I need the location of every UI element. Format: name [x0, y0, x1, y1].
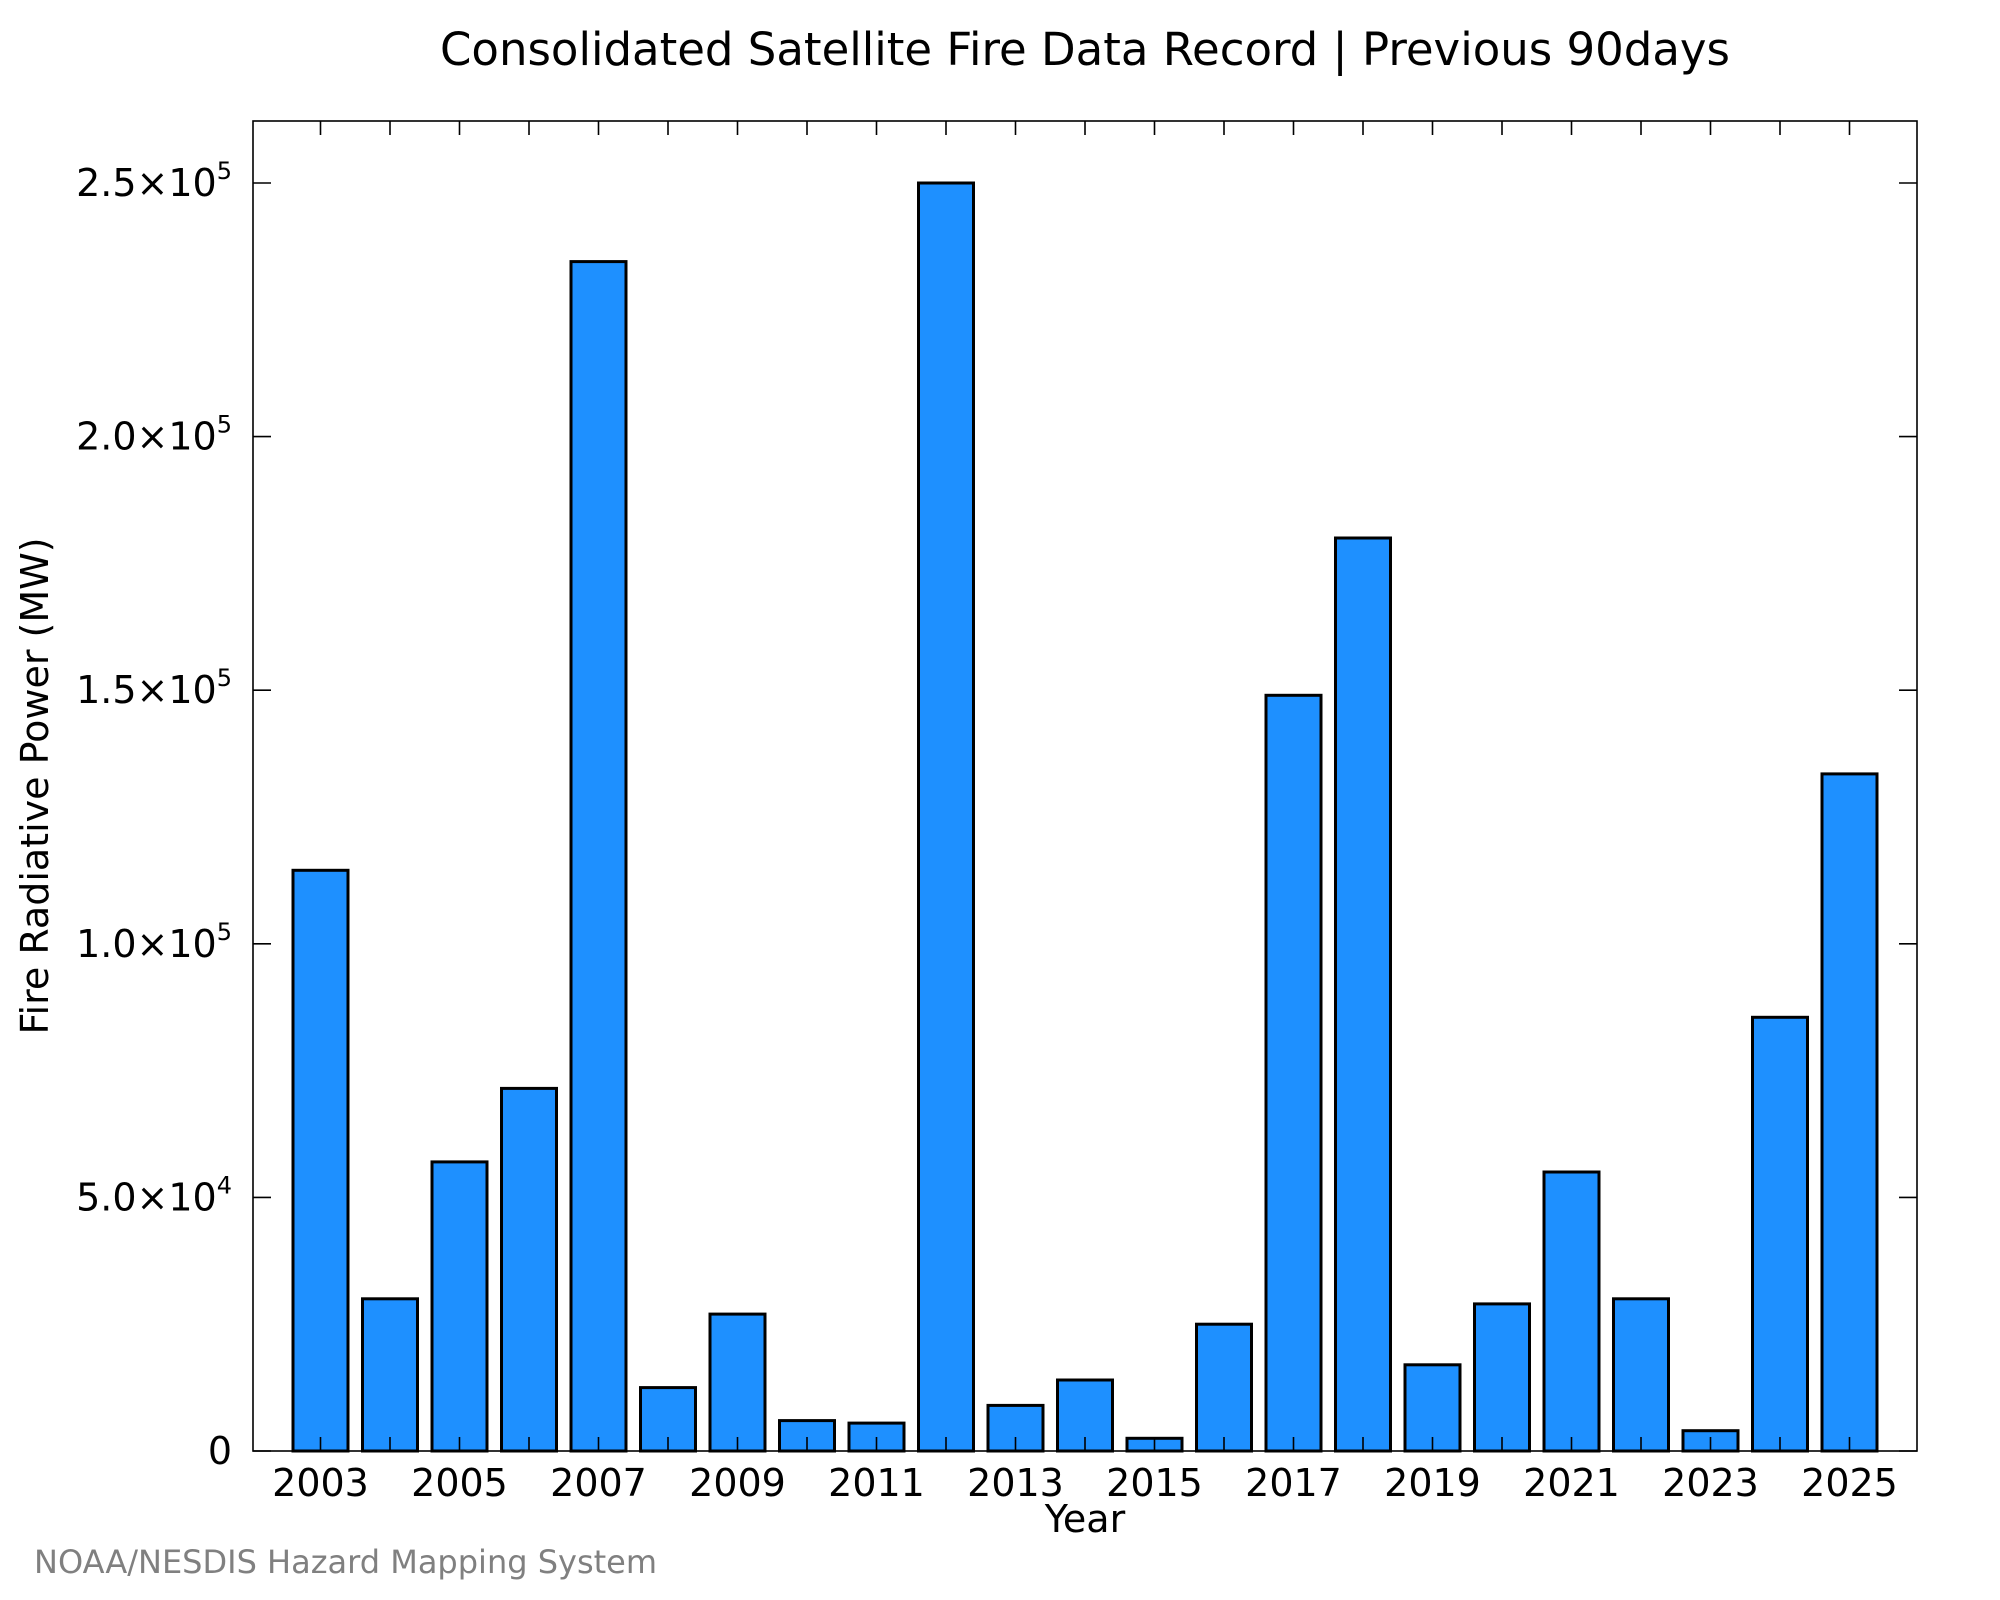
x-tick-label-2005: 2005: [411, 1461, 508, 1505]
y-tick-label-50000: 5.0×104: [76, 1171, 232, 1219]
x-axis-label: Year: [1044, 1497, 1126, 1541]
bar-2004: [361, 1297, 419, 1453]
x-tick-label-2013: 2013: [967, 1461, 1064, 1505]
x-tick-label-2007: 2007: [550, 1461, 647, 1505]
bar-2006: [500, 1086, 558, 1453]
y-tick-label-250000: 2.5×105: [76, 157, 232, 205]
x-tick-label-2017: 2017: [1245, 1461, 1342, 1505]
y-tick-label-200000: 2.0×105: [76, 411, 232, 459]
bar-2003: [291, 868, 350, 1453]
bar-2005: [430, 1160, 489, 1453]
y-tick-label-0: 0: [208, 1429, 232, 1473]
chart-title: Consolidated Satellite Fire Data Record …: [440, 23, 1730, 76]
bar-2021: [1542, 1170, 1601, 1453]
bar-2025: [1820, 772, 1879, 1453]
x-tick-label-2023: 2023: [1662, 1461, 1759, 1505]
plot-frame: [252, 120, 1918, 1452]
bar-2017: [1264, 693, 1323, 1453]
ticks-group: [253, 121, 1917, 1452]
bar-2018: [1334, 536, 1392, 1453]
bar-2012: [917, 181, 975, 1453]
x-tick-label-2025: 2025: [1801, 1461, 1898, 1505]
bar-2022: [1612, 1297, 1670, 1453]
x-tick-labels: 2003 2005 2007 2009 2011 2013 2015 2017 2019 2021…: [272, 1461, 1898, 1505]
y-tick-label-150000: 1.5×105: [76, 664, 232, 712]
x-tick-label-2009: 2009: [689, 1461, 786, 1505]
bar-2020: [1473, 1302, 1531, 1453]
bar-2009: [708, 1312, 767, 1453]
bars-group: [291, 181, 1879, 1453]
x-tick-label-2011: 2011: [828, 1461, 925, 1505]
bar-2024: [1751, 1015, 1809, 1453]
y-axis-label: Fire Radiative Power (MW): [13, 537, 57, 1034]
x-tick-label-2021: 2021: [1523, 1461, 1620, 1505]
footer-credit: NOAA/NESDIS Hazard Mapping System: [34, 1543, 657, 1581]
x-tick-label-2019: 2019: [1384, 1461, 1481, 1505]
bar-2007: [569, 260, 628, 1453]
x-tick-label-2003: 2003: [272, 1461, 369, 1505]
y-tick-label-100000: 1.0×105: [76, 918, 232, 966]
bar-2016: [1195, 1322, 1253, 1453]
y-tick-labels: 0 5.0×104 1.0×105 1.5×105 2.0×105 2.5×105: [76, 157, 232, 1473]
x-tick-label-2015: 2015: [1106, 1461, 1203, 1505]
